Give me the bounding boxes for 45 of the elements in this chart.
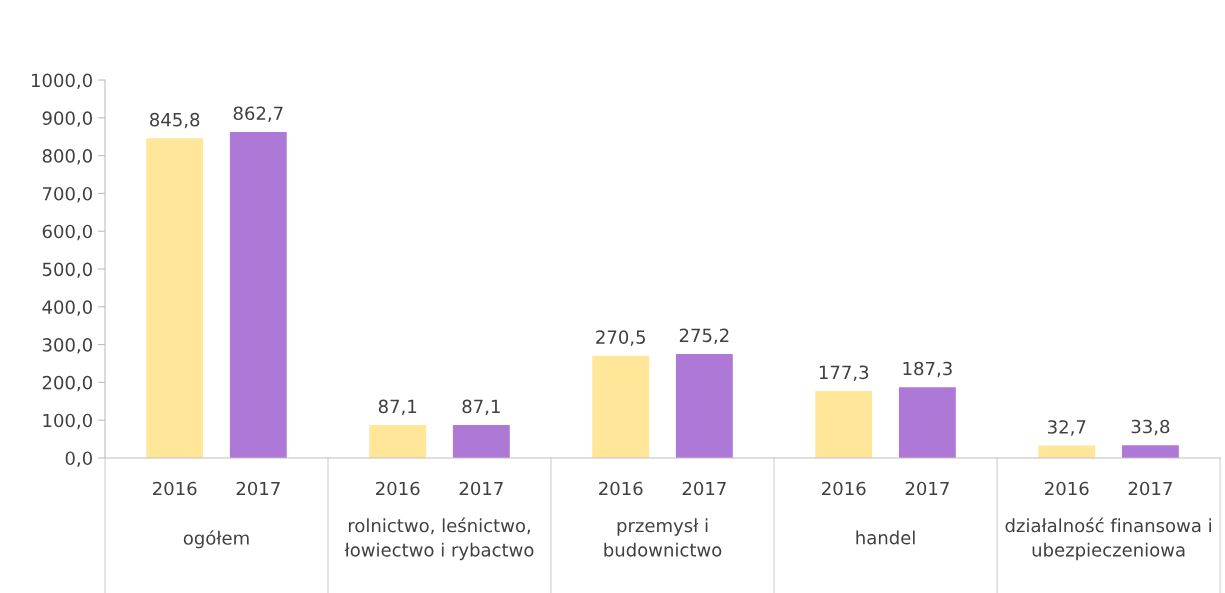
bar	[1121, 445, 1179, 458]
y-tick-label: 400,0	[42, 300, 92, 316]
x-tick-label: działalność finansowa i ubezpieczeniowa	[1005, 517, 1211, 561]
bar	[675, 353, 733, 458]
x-tick-label: przemysł i budownictwo	[604, 518, 722, 557]
text: 2017	[459, 481, 503, 496]
data-label: 187,3	[903, 361, 952, 378]
text: 2017	[682, 481, 726, 496]
y-tick-label: 100,0	[43, 413, 92, 430]
data-label: 270,5	[596, 330, 645, 346]
text: 2017	[905, 481, 949, 496]
x-tick-label: rolnictwo, leśnictwo, łowiectwo i rybactwo	[344, 517, 534, 561]
bar	[815, 390, 873, 458]
y-tick-label: 800,0	[42, 149, 92, 165]
text: 2017	[1128, 481, 1172, 496]
text: 2016	[599, 481, 643, 496]
bar	[592, 355, 650, 458]
data-label: 32,7	[1048, 420, 1086, 436]
y-tick-label: 0,0	[65, 451, 92, 467]
y-tick-label: 300,0	[42, 338, 92, 354]
bar	[146, 138, 204, 458]
x-tick-label: handel	[856, 530, 915, 545]
y-tick-label: 1000,0	[31, 73, 92, 90]
data-label: 862,7	[233, 106, 283, 122]
data-label: 845,8	[150, 112, 200, 129]
text: 2016	[822, 481, 866, 496]
x-tick-label: ogółem	[183, 530, 249, 549]
data-label: 275,2	[679, 328, 729, 344]
bar	[898, 387, 956, 458]
bar	[229, 131, 287, 458]
bar	[452, 425, 510, 458]
y-tick-label: 600,0	[42, 224, 92, 241]
text: 2016	[1045, 481, 1089, 496]
y-tick-label: 900,0	[42, 111, 92, 127]
bar	[369, 425, 427, 458]
y-tick-label: 700,0	[42, 186, 92, 203]
series-label: 2016	[153, 481, 197, 496]
data-label: 87,1	[462, 399, 500, 416]
y-tick-label: 200,0	[42, 375, 92, 392]
text: 2016	[376, 481, 420, 496]
series-label: 2017	[236, 481, 280, 496]
data-label: 177,3	[819, 365, 869, 381]
y-tick-label: 500,0	[42, 262, 92, 278]
data-label: 33,8	[1131, 419, 1170, 436]
data-label: 87,1	[378, 399, 417, 416]
